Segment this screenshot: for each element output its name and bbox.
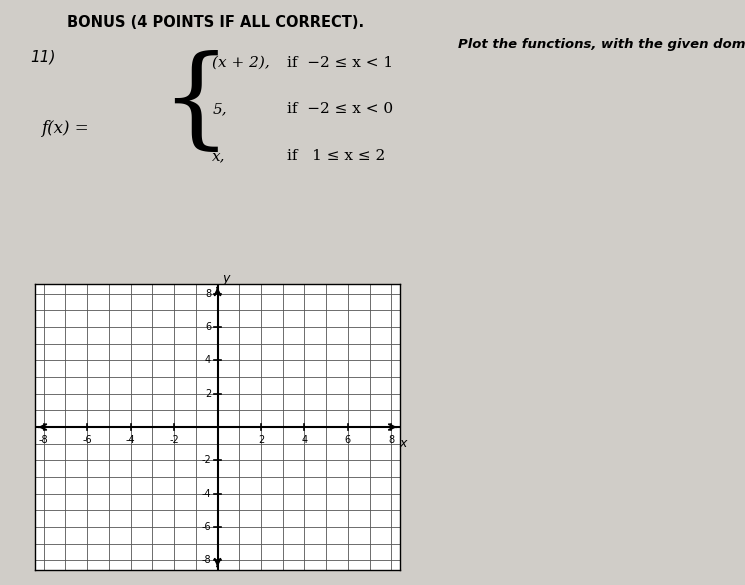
Text: if   1 ≤ x ≤ 2: if 1 ≤ x ≤ 2 [287, 149, 385, 163]
Text: -2: -2 [201, 455, 211, 466]
Text: 8: 8 [388, 435, 394, 445]
Text: 4: 4 [302, 435, 308, 445]
Text: 8: 8 [205, 289, 211, 299]
Text: 5,: 5, [212, 102, 227, 116]
Text: {: { [160, 50, 231, 157]
Text: -4: -4 [126, 435, 136, 445]
Text: x: x [399, 437, 407, 450]
Text: -8: -8 [201, 555, 211, 565]
Text: Plot the functions, with the given domains.: Plot the functions, with the given domai… [458, 38, 745, 51]
Text: 2: 2 [258, 435, 264, 445]
Text: -2: -2 [169, 435, 179, 445]
Text: 11): 11) [30, 50, 55, 65]
Text: BONUS (4 POINTS IF ALL CORRECT).: BONUS (4 POINTS IF ALL CORRECT). [67, 15, 364, 30]
Text: 4: 4 [205, 355, 211, 366]
Text: 2: 2 [205, 388, 211, 399]
Text: if  −2 ≤ x < 0: if −2 ≤ x < 0 [287, 102, 393, 116]
Text: x,: x, [212, 149, 226, 163]
Text: y: y [222, 271, 229, 284]
Text: -8: -8 [39, 435, 48, 445]
Text: if  −2 ≤ x < 1: if −2 ≤ x < 1 [287, 56, 393, 70]
Text: f(x) =: f(x) = [41, 120, 89, 137]
Text: -6: -6 [83, 435, 92, 445]
Text: -6: -6 [201, 522, 211, 532]
Text: 6: 6 [205, 322, 211, 332]
Text: 6: 6 [345, 435, 351, 445]
Text: -4: -4 [201, 488, 211, 499]
Text: (x + 2),: (x + 2), [212, 56, 270, 70]
